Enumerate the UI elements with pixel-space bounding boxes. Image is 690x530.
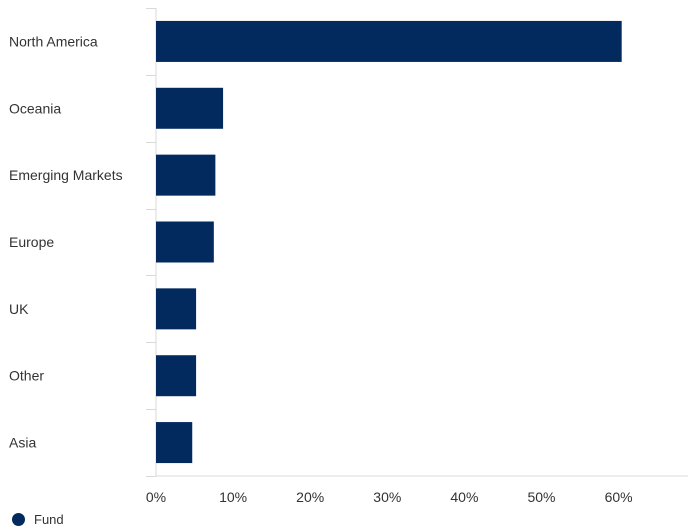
category-label-uk: UK: [9, 301, 29, 317]
category-label-other: Other: [9, 368, 44, 384]
category-label-oceania: Oceania: [9, 100, 61, 116]
bar-asia: [156, 422, 193, 464]
x-tick-label: 20%: [296, 489, 324, 505]
bar-emerging-markets: [156, 154, 216, 196]
legend-swatch-fund: [12, 513, 25, 526]
bar-north-america: [156, 20, 622, 62]
bar-europe: [156, 221, 214, 263]
x-tick-label: 50%: [527, 489, 555, 505]
bar-uk: [156, 288, 197, 330]
category-label-asia: Asia: [9, 435, 36, 451]
x-tick-label: 40%: [450, 489, 478, 505]
legend-label-fund: Fund: [34, 512, 64, 527]
x-tick-label: 60%: [605, 489, 633, 505]
x-tick-label: 0%: [146, 489, 166, 505]
category-label-north-america: North America: [9, 33, 98, 49]
label-layer: North America Oceania Emerging Markets Euro…: [9, 33, 633, 505]
legend: Fund: [12, 512, 64, 527]
x-tick-label: 10%: [219, 489, 247, 505]
bar-other: [156, 355, 197, 397]
x-tick-label: 30%: [373, 489, 401, 505]
category-label-europe: Europe: [9, 234, 54, 250]
bar-oceania: [156, 87, 224, 129]
bar-layer: [156, 20, 622, 464]
category-label-emerging-markets: Emerging Markets: [9, 167, 123, 183]
axis-layer: [146, 8, 688, 477]
